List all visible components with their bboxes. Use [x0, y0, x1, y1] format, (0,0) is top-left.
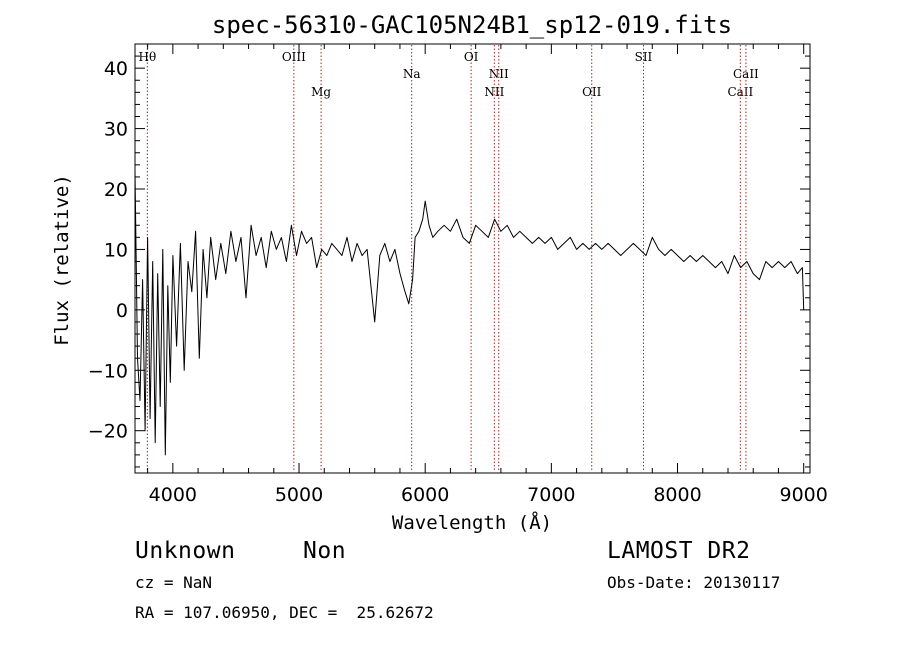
plot-frame — [134, 43, 811, 474]
x-tick-label: 9000 — [780, 484, 828, 506]
reference-line-label: CaII — [727, 85, 753, 99]
reference-line-label: SII — [635, 50, 653, 64]
reference-line-label: NII — [489, 67, 509, 81]
spectrum-series — [134, 170, 805, 456]
x-tick-label: 5000 — [275, 484, 323, 506]
chart-title: spec-56310-GAC105N24B1_sp12-019.fits — [212, 11, 732, 39]
y-tick-label: 40 — [104, 58, 128, 80]
reference-line-label: Na — [403, 67, 421, 81]
reference-line-label: Mg — [311, 85, 331, 99]
reference-line-label: OIII — [282, 50, 306, 64]
survey-name: LAMOST DR2 — [607, 538, 751, 564]
redshift-value: cz = NaN — [135, 573, 213, 592]
y-tick-label: 0 — [116, 300, 128, 322]
reference-line-label: Hθ — [139, 50, 157, 64]
object-class: Unknown — [135, 538, 236, 564]
reference-line-label: OII — [582, 85, 602, 99]
reference-lines: Hθ OIII Mg Na OI NII NII OII SII CaII CaII — [139, 45, 759, 472]
reference-line-label: CaII — [733, 67, 759, 81]
observation-date: Obs-Date: 20130117 — [607, 573, 781, 592]
x-tick-label: 8000 — [653, 484, 701, 506]
y-tick-label: 20 — [104, 179, 128, 201]
y-tick-label: 10 — [104, 239, 128, 261]
object-subclass: Non — [303, 538, 347, 564]
coordinates: RA = 107.06950, DEC = 25.62672 — [135, 603, 434, 622]
spectrum-line — [134, 170, 805, 456]
y-tick-label: −10 — [88, 360, 128, 382]
y-tick-label: 30 — [104, 119, 128, 141]
plot-axes: 4000 5000 6000 7000 8000 9000 −20 −10 0 10 20 30 40 — [88, 43, 828, 506]
x-tick-label: 4000 — [149, 484, 197, 506]
x-axis-label: Wavelength (Å) — [392, 511, 552, 534]
x-tick-label: 7000 — [527, 484, 575, 506]
y-axis-label: Flux (relative) — [51, 174, 73, 346]
x-tick-label: 6000 — [401, 484, 449, 506]
reference-line-label: OI — [464, 50, 479, 64]
reference-line-label: NII — [484, 85, 504, 99]
y-tick-label: −20 — [88, 421, 128, 443]
